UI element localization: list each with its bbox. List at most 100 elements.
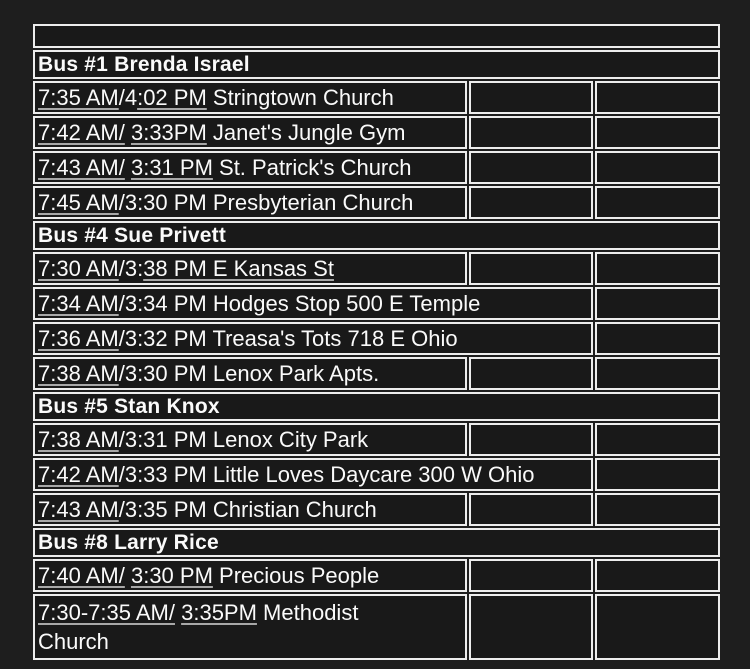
blank-cell bbox=[469, 151, 593, 184]
bus-section-cell: Bus #8 Larry Rice bbox=[33, 528, 720, 557]
stop-description-cell: 7:30 AM/3:38 PM E Kansas St bbox=[33, 252, 467, 285]
blank-cell bbox=[595, 116, 720, 149]
stop-row: 7:38 AM/3:31 PM Lenox City Park bbox=[33, 423, 720, 456]
blank-cell bbox=[595, 458, 720, 491]
stop-row: 7:36 AM/3:32 PM Treasa's Tots 718 E Ohio bbox=[33, 322, 720, 355]
stop-row: 7:30 AM/3:38 PM E Kansas St bbox=[33, 252, 720, 285]
stop-description-cell: 7:36 AM/3:32 PM Treasa's Tots 718 E Ohio bbox=[33, 322, 593, 355]
stop-time-underlined: 7:30 AM bbox=[38, 256, 119, 281]
stop-description: 7:38 AM/3:30 PM Lenox Park Apts. bbox=[38, 361, 379, 386]
blank-cell bbox=[469, 81, 593, 114]
stop-description-cell: 7:34 AM/3:34 PM Hodges Stop 500 E Temple bbox=[33, 287, 593, 320]
blank-cell bbox=[595, 186, 720, 219]
stop-description: 7:30-7:35 AM/ 3:35PM Methodist Church bbox=[38, 598, 418, 656]
stop-text: Precious People bbox=[212, 563, 380, 588]
bus-section-label: Bus #5 Stan Knox bbox=[38, 394, 220, 418]
stop-time-underlined: :02 PM bbox=[137, 85, 207, 110]
stop-time-underlined: 7:35 AM bbox=[38, 85, 119, 110]
blank-cell bbox=[595, 287, 720, 320]
stop-row: 7:35 AM/4:02 PM Stringtown Church bbox=[33, 81, 720, 114]
stop-time-underlined: 7:36 AM bbox=[38, 326, 119, 351]
stop-description-cell: 7:42 AM/3:33 PM Little Loves Daycare 300… bbox=[33, 458, 593, 491]
stop-row: 7:30-7:35 AM/ 3:35PM Methodist Church bbox=[33, 594, 720, 660]
stop-text: /3: bbox=[118, 256, 144, 281]
stop-description: 7:40 AM/ 3:30 PM Precious People bbox=[38, 563, 379, 588]
blank-cell bbox=[469, 357, 593, 390]
stop-description: 7:34 AM/3:34 PM Hodges Stop 500 E Temple bbox=[38, 291, 480, 316]
blank-cell bbox=[469, 423, 593, 456]
stop-description-cell: 7:45 AM/3:30 PM Presbyterian Church bbox=[33, 186, 467, 219]
bus-section-row: Bus #8 Larry Rice bbox=[33, 528, 720, 557]
stop-description: 7:42 AM/ 3:33PM Janet's Jungle Gym bbox=[38, 120, 405, 145]
stop-description-cell: 7:43 AM/3:35 PM Christian Church bbox=[33, 493, 467, 526]
blank-cell bbox=[469, 559, 593, 592]
bus-schedule-table: Bus #1 Brenda Israel 7:35 AM/4:02 PM Stri… bbox=[31, 22, 722, 662]
stop-time-underlined: 7:38 AM bbox=[38, 361, 119, 386]
stop-text: Methodist Church bbox=[38, 600, 359, 654]
stop-description-cell: 7:43 AM/ 3:31 PM St. Patrick's Church bbox=[33, 151, 467, 184]
bus-section-cell: Bus #4 Sue Privett bbox=[33, 221, 720, 250]
stop-description-cell: 7:38 AM/3:30 PM Lenox Park Apts. bbox=[33, 357, 467, 390]
stop-text: Stringtown Church bbox=[206, 85, 394, 110]
empty-header-cell bbox=[33, 24, 720, 48]
stop-text: /3:32 PM Treasa's Tots 718 E Ohio bbox=[118, 326, 458, 351]
bus-section-row: Bus #4 Sue Privett bbox=[33, 221, 720, 250]
stop-time-underlined: 7:38 AM bbox=[38, 427, 119, 452]
stop-text: /3:31 PM Lenox City Park bbox=[118, 427, 369, 452]
blank-cell bbox=[469, 186, 593, 219]
stop-description-cell: 7:30-7:35 AM/ 3:35PM Methodist Church bbox=[33, 594, 467, 660]
stop-row: 7:38 AM/3:30 PM Lenox Park Apts. bbox=[33, 357, 720, 390]
bus-schedule-body: Bus #1 Brenda Israel 7:35 AM/4:02 PM Stri… bbox=[33, 24, 720, 660]
stop-time-underlined: 3:35PM bbox=[181, 600, 257, 625]
stop-time-underlined: 38 PM E Kansas St bbox=[143, 256, 334, 281]
stop-description: 7:42 AM/3:33 PM Little Loves Daycare 300… bbox=[38, 462, 534, 487]
stop-text: Janet's Jungle Gym bbox=[206, 120, 406, 145]
stop-description: 7:43 AM/ 3:31 PM St. Patrick's Church bbox=[38, 155, 412, 180]
stop-description: 7:38 AM/3:31 PM Lenox City Park bbox=[38, 427, 368, 452]
stop-row: 7:34 AM/3:34 PM Hodges Stop 500 E Temple bbox=[33, 287, 720, 320]
stop-time-underlined: 7:43 AM bbox=[38, 497, 119, 522]
blank-cell bbox=[595, 357, 720, 390]
stop-time-underlined: 3:30 PM bbox=[130, 563, 213, 588]
bus-section-label: Bus #4 Sue Privett bbox=[38, 223, 227, 247]
blank-cell bbox=[595, 81, 720, 114]
stop-row: 7:43 AM/3:35 PM Christian Church bbox=[33, 493, 720, 526]
blank-cell bbox=[469, 252, 593, 285]
stop-time-underlined: 7:30-7:35 AM/ bbox=[38, 600, 175, 625]
blank-cell bbox=[469, 594, 593, 660]
stop-description: 7:30 AM/3:38 PM E Kansas St bbox=[38, 256, 334, 281]
stop-text: /3:30 PM Presbyterian Church bbox=[118, 190, 414, 215]
bus-section-cell: Bus #1 Brenda Israel bbox=[33, 50, 720, 79]
stop-description-cell: 7:38 AM/3:31 PM Lenox City Park bbox=[33, 423, 467, 456]
stop-description-cell: 7:40 AM/ 3:30 PM Precious People bbox=[33, 559, 467, 592]
stop-row: 7:40 AM/ 3:30 PM Precious People bbox=[33, 559, 720, 592]
bus-section-label: Bus #8 Larry Rice bbox=[38, 530, 219, 554]
stop-row: 7:45 AM/3:30 PM Presbyterian Church bbox=[33, 186, 720, 219]
stop-time-underlined: 7:42 AM/ bbox=[38, 120, 125, 145]
stop-description: 7:45 AM/3:30 PM Presbyterian Church bbox=[38, 190, 413, 215]
stop-time-underlined: 7:42 AM bbox=[38, 462, 119, 487]
stop-time-underlined: 7:40 AM/ bbox=[38, 563, 125, 588]
stop-text: /3:30 PM Lenox Park Apts. bbox=[118, 361, 380, 386]
stop-description: 7:36 AM/3:32 PM Treasa's Tots 718 E Ohio bbox=[38, 326, 458, 351]
empty-header-row bbox=[33, 24, 720, 48]
stop-time-underlined: 7:43 AM/ bbox=[38, 155, 125, 180]
blank-cell bbox=[595, 493, 720, 526]
stop-time-underlined: 7:34 AM bbox=[38, 291, 119, 316]
stop-row: 7:43 AM/ 3:31 PM St. Patrick's Church bbox=[33, 151, 720, 184]
bus-section-row: Bus #1 Brenda Israel bbox=[33, 50, 720, 79]
bus-section-cell: Bus #5 Stan Knox bbox=[33, 392, 720, 421]
stop-time-underlined: 7:45 AM bbox=[38, 190, 119, 215]
blank-cell bbox=[595, 151, 720, 184]
bus-section-label: Bus #1 Brenda Israel bbox=[38, 52, 250, 76]
stop-time-underlined: 3:33PM bbox=[130, 120, 207, 145]
blank-cell bbox=[469, 493, 593, 526]
blank-cell bbox=[595, 252, 720, 285]
stop-description-cell: 7:35 AM/4:02 PM Stringtown Church bbox=[33, 81, 467, 114]
stop-time-underlined: 3:31 PM bbox=[130, 155, 213, 180]
blank-cell bbox=[595, 594, 720, 660]
stop-text: /3:35 PM Christian Church bbox=[118, 497, 377, 522]
stop-text: St. Patrick's Church bbox=[212, 155, 412, 180]
bus-section-row: Bus #5 Stan Knox bbox=[33, 392, 720, 421]
